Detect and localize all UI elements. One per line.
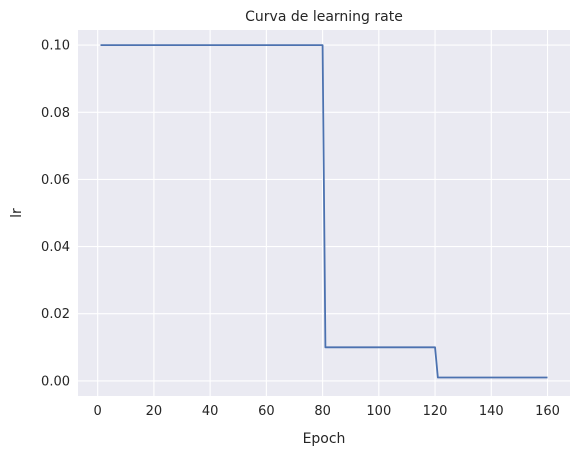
x-tick-label: 100	[366, 404, 391, 419]
x-tick-labels: 0 20 40 60 80 100 120 140 160	[94, 404, 560, 419]
lr-series-line	[100, 44, 548, 379]
x-tick-label: 160	[535, 404, 560, 419]
y-tick-label: 0.02	[41, 307, 70, 322]
x-axis-label: Epoch	[303, 431, 346, 447]
y-tick-label: 0.10	[41, 39, 70, 54]
x-tick-label: 80	[314, 404, 331, 419]
x-tick-label: 120	[423, 404, 448, 419]
y-tick-label: 0.04	[41, 240, 70, 255]
x-tick-label: 40	[202, 404, 219, 419]
x-tick-label: 20	[146, 404, 163, 419]
y-tick-label: 0.06	[41, 173, 70, 188]
series-layer	[100, 44, 548, 379]
x-tick-label: 60	[258, 404, 275, 419]
x-tick-label: 140	[479, 404, 504, 419]
y-tick-label: 0.00	[41, 374, 70, 389]
y-tick-label: 0.08	[41, 106, 70, 121]
y-axis-label: lr	[9, 208, 25, 218]
y-tick-labels: 0.00 0.02 0.04 0.06 0.08 0.10	[41, 39, 70, 390]
x-tick-label: 0	[94, 404, 102, 419]
chart-title: Curva de learning rate	[245, 9, 403, 25]
